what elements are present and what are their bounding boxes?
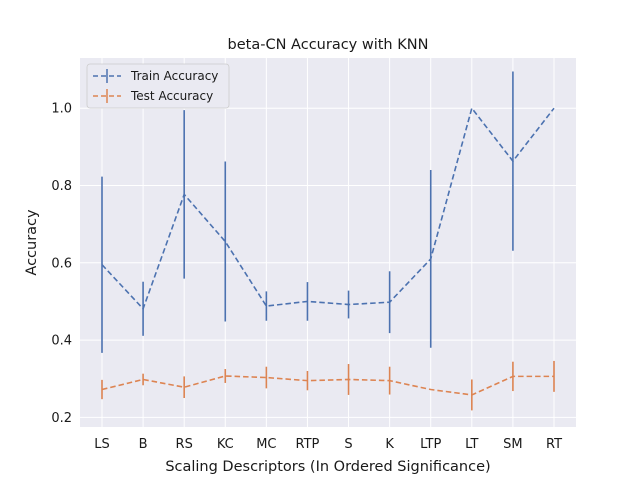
series-line: [101, 106, 555, 311]
y-tick-label: 1.0: [51, 102, 72, 117]
y-axis-title: Accuracy: [24, 209, 40, 276]
x-tick-label: RTP: [296, 437, 320, 452]
legend-label-test: Test Accuracy: [130, 89, 213, 103]
legend-box: [86, 63, 230, 109]
plot-background: [80, 58, 576, 427]
x-tick-label: MC: [256, 437, 276, 452]
x-axis-title: Scaling Descriptors (In Ordered Signific…: [165, 459, 490, 475]
series-line: [101, 375, 554, 396]
x-tick-label: RT: [546, 437, 562, 452]
x-tick-label: SM: [503, 437, 522, 452]
legend: Train Accuracy Test Accuracy: [86, 63, 230, 109]
series-layer: [101, 71, 555, 411]
x-tick-label: LT: [465, 437, 478, 452]
series-train: [101, 71, 555, 353]
y-tick-label: 0.6: [51, 256, 72, 271]
chart-title: beta-CN Accuracy with KNN: [228, 37, 429, 53]
y-tick-label: 0.4: [51, 334, 72, 349]
x-tick-label: KC: [217, 437, 234, 452]
legend-label-train: Train Accuracy: [130, 69, 218, 83]
x-tick-label: RS: [176, 437, 193, 452]
x-tick-labels: LS B RS KC MC RTP S K LTP LT SM RT: [94, 437, 562, 452]
x-tick-label: K: [385, 437, 394, 452]
x-tick-label: LTP: [420, 437, 441, 452]
series-test: [101, 360, 555, 411]
x-tick-label: B: [139, 437, 148, 452]
y-tick-labels: 0.2 0.4 0.6 0.8 1.0: [51, 102, 72, 426]
y-tick-label: 0.8: [51, 179, 72, 194]
y-tick-label: 0.2: [51, 411, 72, 426]
x-tick-label: S: [344, 437, 352, 452]
x-tick-label: LS: [94, 437, 110, 452]
